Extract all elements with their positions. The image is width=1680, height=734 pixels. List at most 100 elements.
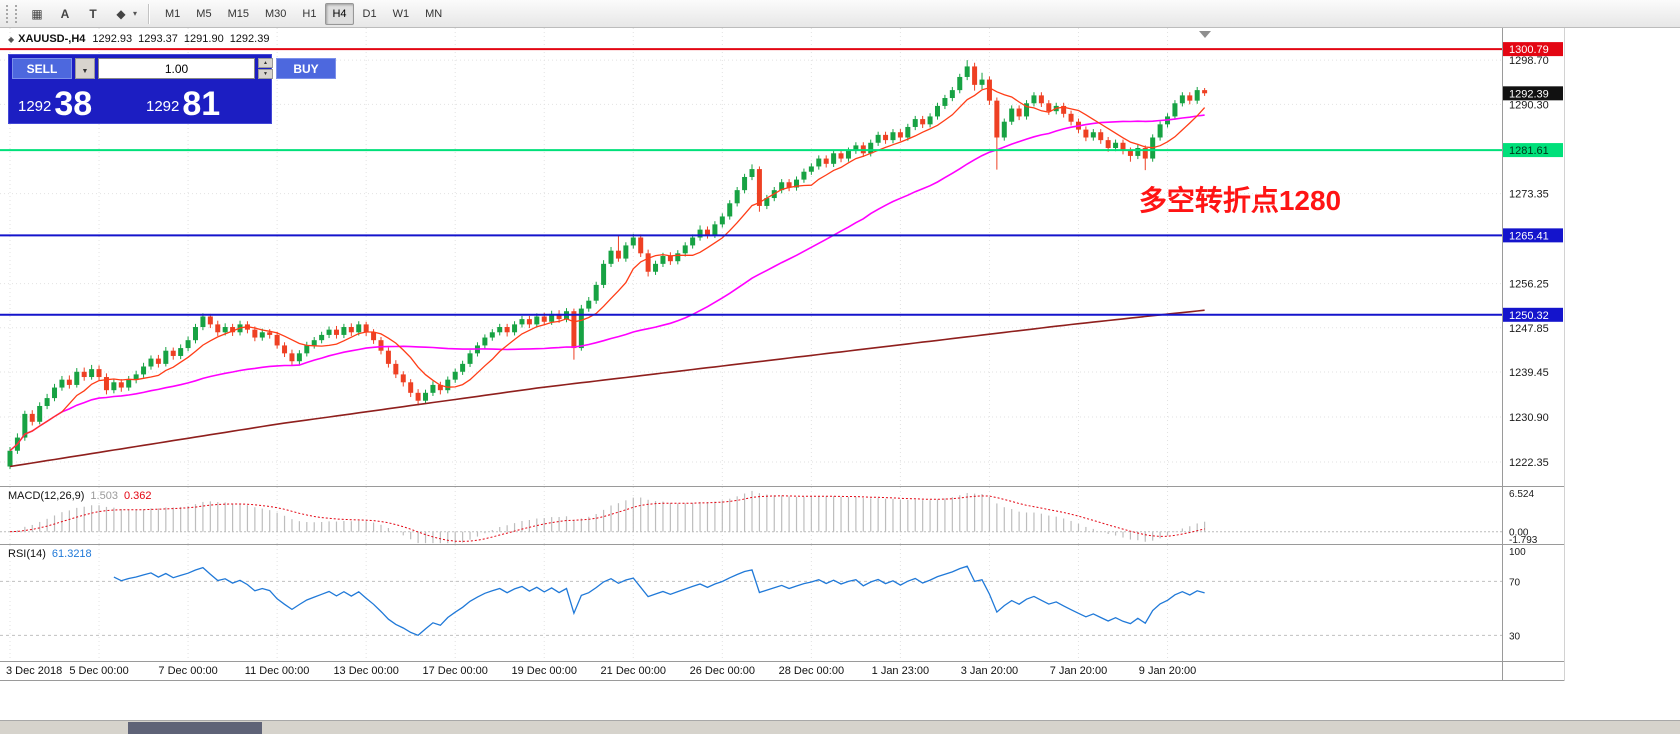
pane-splitter[interactable]	[0, 661, 1564, 662]
timeframe-d1[interactable]: D1	[356, 3, 384, 25]
date-label: 13 Dec 00:00	[333, 665, 399, 677]
macd-axis-label: 0.00	[1509, 528, 1529, 539]
chevron-down-icon[interactable]: ▾	[133, 9, 138, 18]
rsi-axis-label: 30	[1509, 631, 1521, 642]
volume-increase-button[interactable]: ▲	[258, 58, 273, 68]
date-label: 7 Jan 20:00	[1049, 665, 1108, 677]
svg-text:1265.41: 1265.41	[1509, 230, 1549, 242]
macd-axis-label: -1.793	[1509, 535, 1538, 544]
price-level-label	[1503, 228, 1563, 243]
macd-signal-line	[9, 495, 1205, 542]
chevron-down-icon: ▼	[81, 68, 89, 75]
price-tick-label: 1247.85	[1509, 323, 1549, 335]
price-tick-label: 1239.45	[1509, 367, 1549, 379]
price-tick-label: 1222.35	[1509, 457, 1549, 469]
date-label: 11 Dec 00:00	[244, 665, 310, 677]
timeframe-m30[interactable]: M30	[258, 3, 293, 25]
active-chart-tab[interactable]	[128, 722, 262, 734]
shapes-icon[interactable]: ◆	[108, 3, 134, 25]
rsi-line	[113, 565, 1205, 637]
window-bottom-edge	[0, 680, 1564, 681]
pane-splitter[interactable]	[0, 544, 1564, 545]
macd-name: MACD(12,26,9)	[8, 490, 85, 502]
volume-input[interactable]	[98, 58, 255, 79]
date-label: 3 Jan 20:00	[960, 665, 1019, 677]
drawing-tool-buttons: ▦ A T ◆ ▾	[24, 3, 139, 25]
charts-tab-bar[interactable]	[0, 720, 1680, 734]
timeframe-h4[interactable]: H4	[325, 2, 354, 25]
price-tick-label: 1273.35	[1509, 189, 1549, 201]
date-label: 26 Dec 00:00	[689, 665, 756, 677]
rsi-axis-label: 70	[1509, 577, 1521, 588]
timeframe-buttons: M1 M5 M15 M30 H1 H4 D1 W1 MN	[158, 2, 449, 25]
buy-big-figure: 1292	[146, 98, 180, 115]
price-chart[interactable]: 多空转折点1280 1298.70 1290.30 1273.35 1256.25 124…	[0, 28, 1564, 486]
rsi-header: RSI(14) 61.3218	[8, 548, 92, 560]
chart-area: 多空转折点1280 1298.70 1290.30 1273.35 1256.25 124…	[0, 28, 1565, 681]
svg-text:1292.39: 1292.39	[1509, 88, 1549, 100]
volume-dropdown-button[interactable]: ▼	[75, 58, 95, 79]
date-label: 3 Dec 2018	[6, 665, 63, 677]
sell-pips: 38	[54, 85, 93, 124]
volume-stepper: ▲ ▼	[258, 58, 273, 79]
macd-axis-label: 6.524	[1509, 489, 1534, 500]
sell-button[interactable]: SELL	[12, 58, 72, 79]
date-label: 17 Dec 00:00	[422, 665, 488, 677]
date-label: 28 Dec 00:00	[778, 665, 845, 677]
text-a-icon[interactable]: A	[52, 3, 78, 25]
grid	[0, 28, 1502, 486]
price-tick-label: 1256.25	[1509, 279, 1549, 291]
timeframe-w1[interactable]: W1	[386, 3, 417, 25]
timeframe-mn[interactable]: MN	[418, 3, 449, 25]
timeframe-m15[interactable]: M15	[221, 3, 256, 25]
date-label: 21 Dec 00:00	[600, 665, 666, 677]
toolbar: ▦ A T ◆ ▾ M1 M5 M15 M30 H1 H4 D1 W1 MN	[0, 0, 1680, 28]
sell-price[interactable]: 1292 38	[12, 82, 140, 124]
price-level-label	[1503, 307, 1563, 322]
macd-pane[interactable]: 6.524 0.00-1.793	[0, 487, 1564, 544]
time-axis[interactable]: 3 Dec 2018 5 Dec 00:00 7 Dec 00:00 11 Dec 0…	[0, 662, 1564, 680]
svg-text:1281.61: 1281.61	[1509, 145, 1549, 157]
toolbar-grip[interactable]	[6, 4, 17, 23]
buy-pips: 81	[182, 85, 221, 124]
ohlc-close: 1292.39	[229, 33, 270, 45]
date-label: 19 Dec 00:00	[511, 665, 577, 677]
price-level-label	[1503, 42, 1563, 57]
chart-annotation: 多空转折点1280	[1139, 184, 1341, 216]
timeframe-m5[interactable]: M5	[189, 3, 218, 25]
macd-histogram	[16, 490, 1206, 544]
ohlc-low: 1291.90	[183, 33, 224, 45]
pane-splitter[interactable]	[0, 486, 1564, 487]
ma-mid-line	[9, 114, 1205, 452]
chart-shift-marker[interactable]	[1199, 31, 1211, 38]
rsi-axis-label: 100	[1509, 547, 1526, 558]
buy-button[interactable]: BUY	[276, 58, 336, 79]
rsi-pane[interactable]: 100 70 30	[0, 545, 1564, 661]
macd-signal-value: 0.362	[123, 490, 152, 502]
axis-corner-line	[1502, 662, 1503, 680]
candles	[7, 60, 1208, 470]
ma-fast-line	[9, 87, 1206, 452]
price-tick-label: 1290.30	[1509, 99, 1549, 111]
macd-main-value: 1.503	[90, 490, 118, 502]
timeframe-m1[interactable]: M1	[158, 3, 187, 25]
window-right-edge	[1564, 28, 1565, 681]
bottom-area	[0, 681, 1680, 734]
price-tick-label: 1230.90	[1509, 412, 1549, 424]
buy-price[interactable]: 1292 81	[140, 82, 268, 124]
timeframe-h1[interactable]: H1	[295, 3, 323, 25]
macd-header: MACD(12,26,9) 1.503 0.362	[8, 490, 151, 502]
grid-icon[interactable]: ▦	[24, 3, 50, 25]
symbol-period-label: XAUUSD-,H4	[18, 33, 86, 45]
text-t-icon[interactable]: T	[80, 3, 106, 25]
rsi-name: RSI(14)	[8, 548, 46, 560]
date-label: 1 Jan 23:00	[871, 665, 930, 677]
ohlc-open: 1292.93	[92, 33, 133, 45]
price-level-label	[1503, 143, 1563, 158]
date-label: 9 Jan 20:00	[1138, 665, 1197, 677]
price-tick-label: 1298.70	[1509, 55, 1549, 67]
trade-panel-controls: SELL ▼ ▲ ▼ BUY	[12, 58, 336, 79]
volume-decrease-button[interactable]: ▼	[258, 69, 273, 79]
ma-slow-line	[9, 309, 1205, 468]
